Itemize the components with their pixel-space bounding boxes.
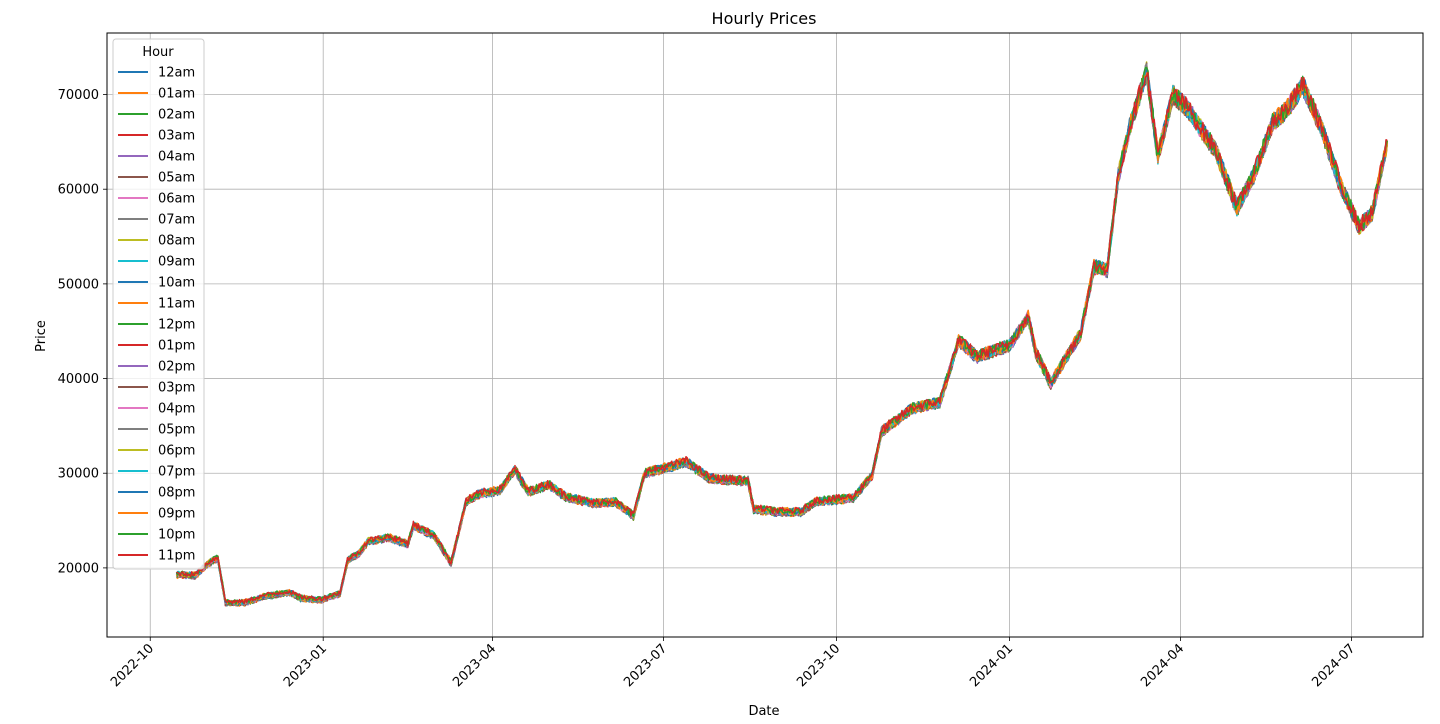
legend-label: 11am (158, 297, 195, 312)
legend-label: 07am (158, 213, 195, 228)
chart-title: Hourly Prices (712, 9, 817, 28)
legend-label: 12am (158, 66, 195, 81)
legend-label: 02am (158, 108, 195, 123)
legend-label: 10am (158, 276, 195, 291)
legend-label: 01pm (158, 339, 195, 354)
legend-label: 09am (158, 255, 195, 270)
legend-box (112, 38, 205, 570)
y-axis-label: Price (34, 320, 49, 352)
series-line-11pm (176, 72, 1388, 605)
legend-label: 08am (158, 234, 195, 249)
legend-label: 01am (158, 87, 195, 102)
legend-label: 04pm (158, 402, 195, 417)
legend-label: 05pm (158, 423, 195, 438)
plot-frame (106, 32, 1424, 638)
series-lines (175, 61, 1389, 607)
legend-items: 12am 01am 02am 03am 04am 05am 06am 07am 08am 09am… (118, 66, 195, 564)
y-tick-label: 40000 (58, 372, 99, 387)
legend-label: 10pm (158, 528, 195, 543)
legend-label: 06pm (158, 444, 195, 459)
legend-label: 04am (158, 150, 195, 165)
legend: Hour 12am 01am 02am 03am 04am 05am 06am 07am 08a… (112, 38, 205, 570)
legend-label: 07pm (158, 465, 195, 480)
y-tick-label: 60000 (58, 183, 99, 198)
y-tick-label: 20000 (58, 561, 99, 576)
y-tick-label: 30000 (58, 467, 99, 482)
y-tick-label: 50000 (58, 277, 99, 292)
legend-label: 08pm (158, 486, 195, 501)
x-axis-label: Date (748, 704, 779, 719)
y-axis-ticks: 20000 30000 40000 50000 60000 70000 (58, 88, 107, 576)
legend-label: 05am (158, 171, 195, 186)
legend-title: Hour (142, 45, 174, 60)
legend-label: 12pm (158, 318, 195, 333)
legend-label: 02pm (158, 360, 195, 375)
grid-lines (107, 33, 1423, 637)
legend-label: 11pm (158, 549, 195, 564)
legend-label: 09pm (158, 507, 195, 522)
legend-label: 03am (158, 129, 195, 144)
y-tick-label: 70000 (58, 88, 99, 103)
legend-label: 03pm (158, 381, 195, 396)
legend-label: 06am (158, 192, 195, 207)
